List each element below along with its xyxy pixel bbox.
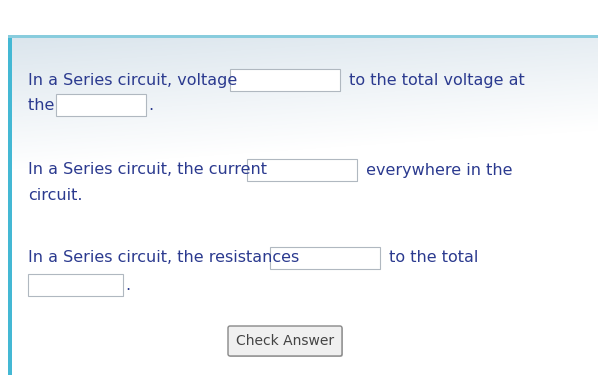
Bar	[231, 70, 341, 92]
Bar	[12, 235, 598, 375]
Text: In a Series circuit, voltage: In a Series circuit, voltage	[28, 72, 242, 87]
Text: Check Answer: Check Answer	[236, 334, 334, 348]
Bar	[56, 94, 146, 116]
Text: .: .	[125, 277, 130, 293]
Bar	[57, 95, 147, 117]
Bar	[8, 35, 12, 375]
Text: In a Series circuit, the resistances: In a Series circuit, the resistances	[28, 250, 304, 265]
Bar	[8, 200, 598, 375]
Bar	[248, 160, 358, 182]
Bar	[271, 248, 381, 270]
Text: In a Series circuit, the current: In a Series circuit, the current	[28, 162, 272, 178]
FancyBboxPatch shape	[229, 327, 343, 357]
Text: .: .	[148, 98, 153, 112]
Bar	[29, 275, 124, 297]
Bar	[0, 0, 604, 35]
FancyBboxPatch shape	[228, 326, 342, 356]
Text: circuit.: circuit.	[28, 187, 83, 202]
Bar	[8, 35, 598, 37]
Text: the: the	[28, 98, 60, 112]
Bar	[28, 274, 123, 296]
Bar	[247, 159, 357, 181]
Text: to the total: to the total	[384, 250, 478, 265]
Bar	[230, 69, 340, 91]
Bar	[270, 247, 380, 269]
Text: to the total voltage at: to the total voltage at	[344, 72, 525, 87]
Text: everywhere in the: everywhere in the	[361, 162, 513, 178]
